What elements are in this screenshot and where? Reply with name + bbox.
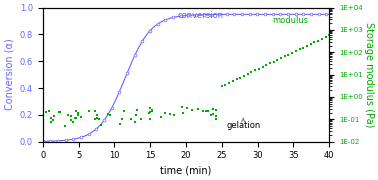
Point xyxy=(326,34,332,37)
Point xyxy=(180,111,186,114)
Point xyxy=(94,117,100,120)
Point xyxy=(271,60,277,63)
Point xyxy=(134,109,140,112)
Point xyxy=(78,116,84,119)
Point xyxy=(166,113,172,116)
Point xyxy=(278,57,284,60)
Point xyxy=(92,118,98,121)
Point xyxy=(98,123,104,126)
Point xyxy=(230,80,236,82)
Point xyxy=(86,109,92,112)
Point xyxy=(43,111,50,113)
Point xyxy=(68,115,74,118)
Point xyxy=(48,121,54,124)
Point xyxy=(178,106,184,109)
Point xyxy=(48,117,54,120)
Point xyxy=(117,123,123,126)
Point xyxy=(285,53,291,56)
Point xyxy=(129,118,135,121)
Point xyxy=(308,43,314,46)
Point xyxy=(96,117,102,120)
Point xyxy=(234,78,240,81)
Point xyxy=(72,116,78,119)
Point xyxy=(184,106,191,109)
Point xyxy=(293,50,299,53)
Point xyxy=(121,110,127,112)
X-axis label: time (min): time (min) xyxy=(160,166,212,176)
Point xyxy=(210,108,216,111)
Point xyxy=(147,111,153,114)
Point xyxy=(138,118,144,121)
Point xyxy=(132,120,138,123)
Point xyxy=(46,110,52,113)
Point xyxy=(304,44,310,47)
Point xyxy=(208,114,214,117)
Point xyxy=(219,85,225,88)
Point xyxy=(57,110,63,113)
Text: modulus: modulus xyxy=(272,16,308,25)
Point xyxy=(248,71,254,74)
Text: gelation: gelation xyxy=(226,118,260,130)
Point xyxy=(70,121,76,124)
Point xyxy=(73,116,79,119)
Point xyxy=(68,118,74,121)
Point xyxy=(146,112,152,115)
Point xyxy=(50,118,56,121)
Point xyxy=(256,67,262,70)
Point xyxy=(237,76,243,79)
Point xyxy=(300,46,306,49)
Point xyxy=(210,113,216,116)
Point xyxy=(226,81,232,84)
Point xyxy=(189,109,195,111)
Point xyxy=(213,109,219,111)
Point xyxy=(133,114,139,117)
Point xyxy=(245,73,251,75)
Point xyxy=(205,110,211,113)
Point xyxy=(289,51,295,54)
Point xyxy=(297,48,303,51)
Point xyxy=(212,117,218,120)
Point xyxy=(223,83,229,86)
Point xyxy=(282,55,288,58)
Point xyxy=(94,114,100,117)
Point xyxy=(118,117,124,120)
Point xyxy=(260,66,266,68)
Point xyxy=(62,124,68,127)
Point xyxy=(195,107,201,110)
Point xyxy=(51,115,57,118)
Point xyxy=(56,111,62,113)
Point xyxy=(73,109,79,112)
Point xyxy=(76,112,82,114)
Point xyxy=(252,69,258,72)
Y-axis label: Conversion (α): Conversion (α) xyxy=(4,39,14,111)
Point xyxy=(263,64,269,67)
Point xyxy=(149,108,155,111)
Point xyxy=(92,109,98,112)
Point xyxy=(315,39,321,42)
Point xyxy=(267,62,273,65)
Point xyxy=(200,110,206,113)
Point xyxy=(149,109,155,112)
Point xyxy=(319,37,325,40)
Point xyxy=(241,74,247,77)
Point xyxy=(147,118,153,121)
Y-axis label: Storage modulus (Pa): Storage modulus (Pa) xyxy=(364,22,374,127)
Point xyxy=(162,111,168,114)
Point xyxy=(105,112,112,115)
Point xyxy=(274,58,280,61)
Point xyxy=(147,107,153,110)
Text: conversion: conversion xyxy=(177,11,223,20)
Point xyxy=(171,113,177,116)
Point xyxy=(213,114,219,117)
Point xyxy=(203,109,209,112)
Point xyxy=(65,114,71,117)
Point xyxy=(107,114,113,117)
Point xyxy=(75,114,81,116)
Point xyxy=(311,41,318,44)
Point xyxy=(322,36,328,39)
Point xyxy=(158,116,164,119)
